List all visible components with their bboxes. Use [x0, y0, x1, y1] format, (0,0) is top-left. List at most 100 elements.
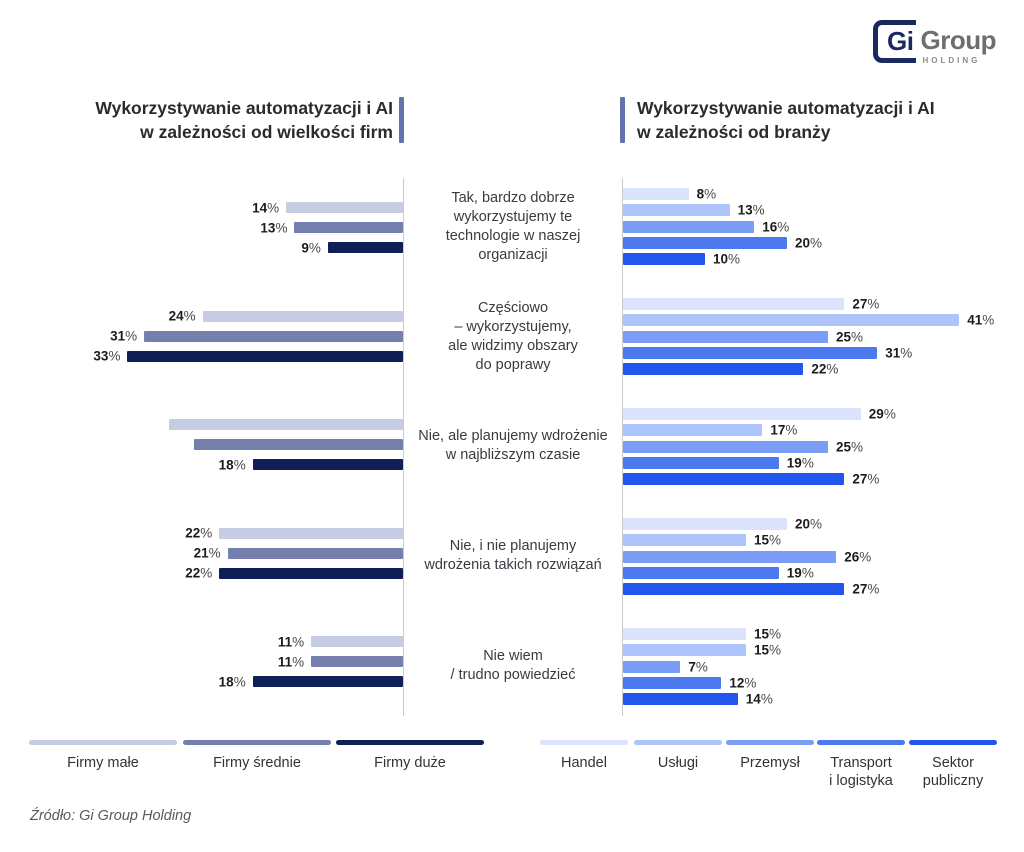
bar-handel-cat3	[623, 408, 861, 420]
category-label-3: Nie, ale planujemy wdrożenie w najbliższy…	[418, 428, 608, 463]
bar-value-label: 29%	[868, 406, 896, 422]
bar-sektor-publiczny-cat2	[623, 363, 804, 376]
bar-value-label: 21%	[193, 545, 221, 561]
bar-value-label: 14%	[252, 200, 280, 215]
bar-usługi-cat1	[623, 204, 730, 217]
bar-value-label: 15%	[754, 532, 782, 548]
bar-value-label: 15%	[754, 626, 782, 642]
legend-item-firmy-średnie: Firmy średnie	[183, 740, 331, 772]
bar-transport-i-logistyka-cat4	[623, 566, 779, 579]
bar-value-label: 31%	[110, 328, 138, 344]
bar-transport-i-logistyka-cat2	[623, 346, 878, 359]
bar-firmy-małe-cat2	[202, 310, 403, 322]
bar-firmy-średnie-cat3	[194, 439, 403, 450]
bar-firmy-średnie-cat5	[311, 656, 403, 667]
bar-value-label: 31%	[885, 345, 913, 361]
legend-item-transport-i-logistyka: Transport i logistyka	[817, 740, 905, 790]
bar-usługi-cat3	[623, 424, 763, 437]
legend-item-sektor-publiczny: Sektor publiczny	[909, 740, 997, 790]
right-chart-title-line1: Wykorzystywanie automatyzacji i AI	[637, 98, 935, 118]
bar-value-label: 17%	[770, 422, 798, 438]
legend-swatch	[540, 740, 628, 745]
source-note: Źródło: Gi Group Holding	[30, 808, 192, 824]
bar-value-label: 13%	[260, 220, 288, 235]
category-label-1: Tak, bardzo dobrze wykorzystujemy te techn…	[445, 190, 581, 263]
bar-usługi-cat2	[623, 314, 960, 327]
bar-firmy-małe-cat1	[286, 202, 403, 213]
bar-firmy-średnie-cat1	[294, 222, 403, 233]
logo-holding-text: HOLDING	[922, 56, 981, 65]
bar-value-label: 19%	[786, 565, 814, 581]
legend-swatch	[634, 740, 722, 745]
legend-label: Firmy małe	[67, 755, 139, 771]
bar-value-label: 20%	[795, 235, 823, 251]
legend-label: Usługi	[657, 755, 699, 771]
legend-swatch	[183, 740, 331, 745]
bar-firmy-małe-cat5	[311, 636, 403, 647]
bar-value-label: 19%	[786, 455, 814, 471]
right-chart-title-line2: w zależności od branży	[637, 122, 831, 142]
legend-swatch	[909, 740, 997, 745]
bar-value-label: 24%	[168, 308, 196, 324]
bar-value-label: 11%	[277, 654, 305, 669]
left-chart-title-line1: Wykorzystywanie automatyzacji i AI	[95, 98, 393, 118]
bar-value-label: 26%	[844, 549, 872, 565]
logo-group-text: Group	[920, 25, 997, 55]
bar-value-label: 16%	[762, 219, 790, 235]
bar-value-label: 20%	[795, 516, 823, 532]
bar-sektor-publiczny-cat4	[623, 583, 845, 596]
bar-value-label: 25%	[836, 439, 864, 455]
bar-handel-cat5	[623, 628, 746, 640]
legend-swatch	[726, 740, 814, 745]
bar-firmy-duże-cat5	[252, 676, 403, 687]
bar-value-label: 27%	[852, 581, 880, 597]
bar-value-label: 14%	[745, 691, 773, 707]
bar-handel-cat4	[623, 518, 787, 530]
legend-label: Przemysł	[740, 755, 800, 771]
left-chart-title-line2: w zależności od wielkości firm	[140, 122, 393, 142]
legend-item-usługi: Usługi	[634, 740, 722, 772]
bar-firmy-małe-cat3	[169, 419, 403, 430]
bar-usługi-cat5	[623, 644, 746, 657]
legend-item-firmy-małe: Firmy małe	[29, 740, 177, 772]
bar-value-label: 27%	[852, 296, 880, 312]
legend-swatch	[817, 740, 905, 745]
bar-value-label: 27%	[852, 471, 880, 487]
bar-value-label: 11%	[277, 634, 305, 649]
bar-firmy-duże-cat1	[327, 242, 403, 253]
bar-transport-i-logistyka-cat5	[623, 676, 722, 689]
bar-przemysł-cat3	[623, 440, 828, 453]
bar-value-label: 15%	[754, 642, 782, 658]
legend-label: Firmy duże	[374, 755, 446, 771]
bar-sektor-publiczny-cat3	[623, 473, 845, 486]
legend-item-firmy-duże: Firmy duże	[336, 740, 484, 772]
gi-group-logo: Gi Group HOLDING	[873, 20, 996, 65]
left-chart-title: Wykorzystywanie automatyzacji i AI w zal…	[95, 96, 393, 144]
bar-value-label: 9%	[301, 240, 321, 255]
bar-firmy-duże-cat2	[127, 350, 403, 362]
bar-sektor-publiczny-cat5	[623, 693, 738, 706]
bar-firmy-średnie-cat2	[144, 330, 403, 342]
right-chart-title: Wykorzystywanie automatyzacji i AI w zal…	[637, 96, 935, 144]
bar-usługi-cat4	[623, 534, 746, 547]
bar-value-label: 41%	[967, 312, 995, 328]
bar-handel-cat2	[623, 298, 845, 310]
left-chart-axis	[403, 178, 404, 716]
logo-bracket-icon: Gi	[873, 20, 916, 63]
legend-item-przemysł: Przemysł	[726, 740, 814, 772]
bar-value-label: 13%	[737, 202, 765, 218]
legend-swatch	[336, 740, 484, 745]
bar-przemysł-cat4	[623, 550, 837, 563]
legend-swatch	[29, 740, 177, 745]
bar-value-label: 18%	[218, 457, 246, 472]
bar-value-label: 25%	[836, 329, 864, 345]
bar-transport-i-logistyka-cat3	[623, 456, 779, 469]
bar-firmy-małe-cat4	[219, 527, 403, 539]
bar-value-label: 12%	[729, 675, 757, 691]
bar-przemysł-cat2	[623, 330, 828, 343]
bar-transport-i-logistyka-cat1	[623, 236, 787, 249]
legend-label: Transport i logistyka	[829, 755, 893, 789]
bar-value-label: 18%	[218, 674, 246, 689]
bar-sektor-publiczny-cat1	[623, 253, 705, 266]
bar-firmy-duże-cat4	[219, 567, 403, 579]
